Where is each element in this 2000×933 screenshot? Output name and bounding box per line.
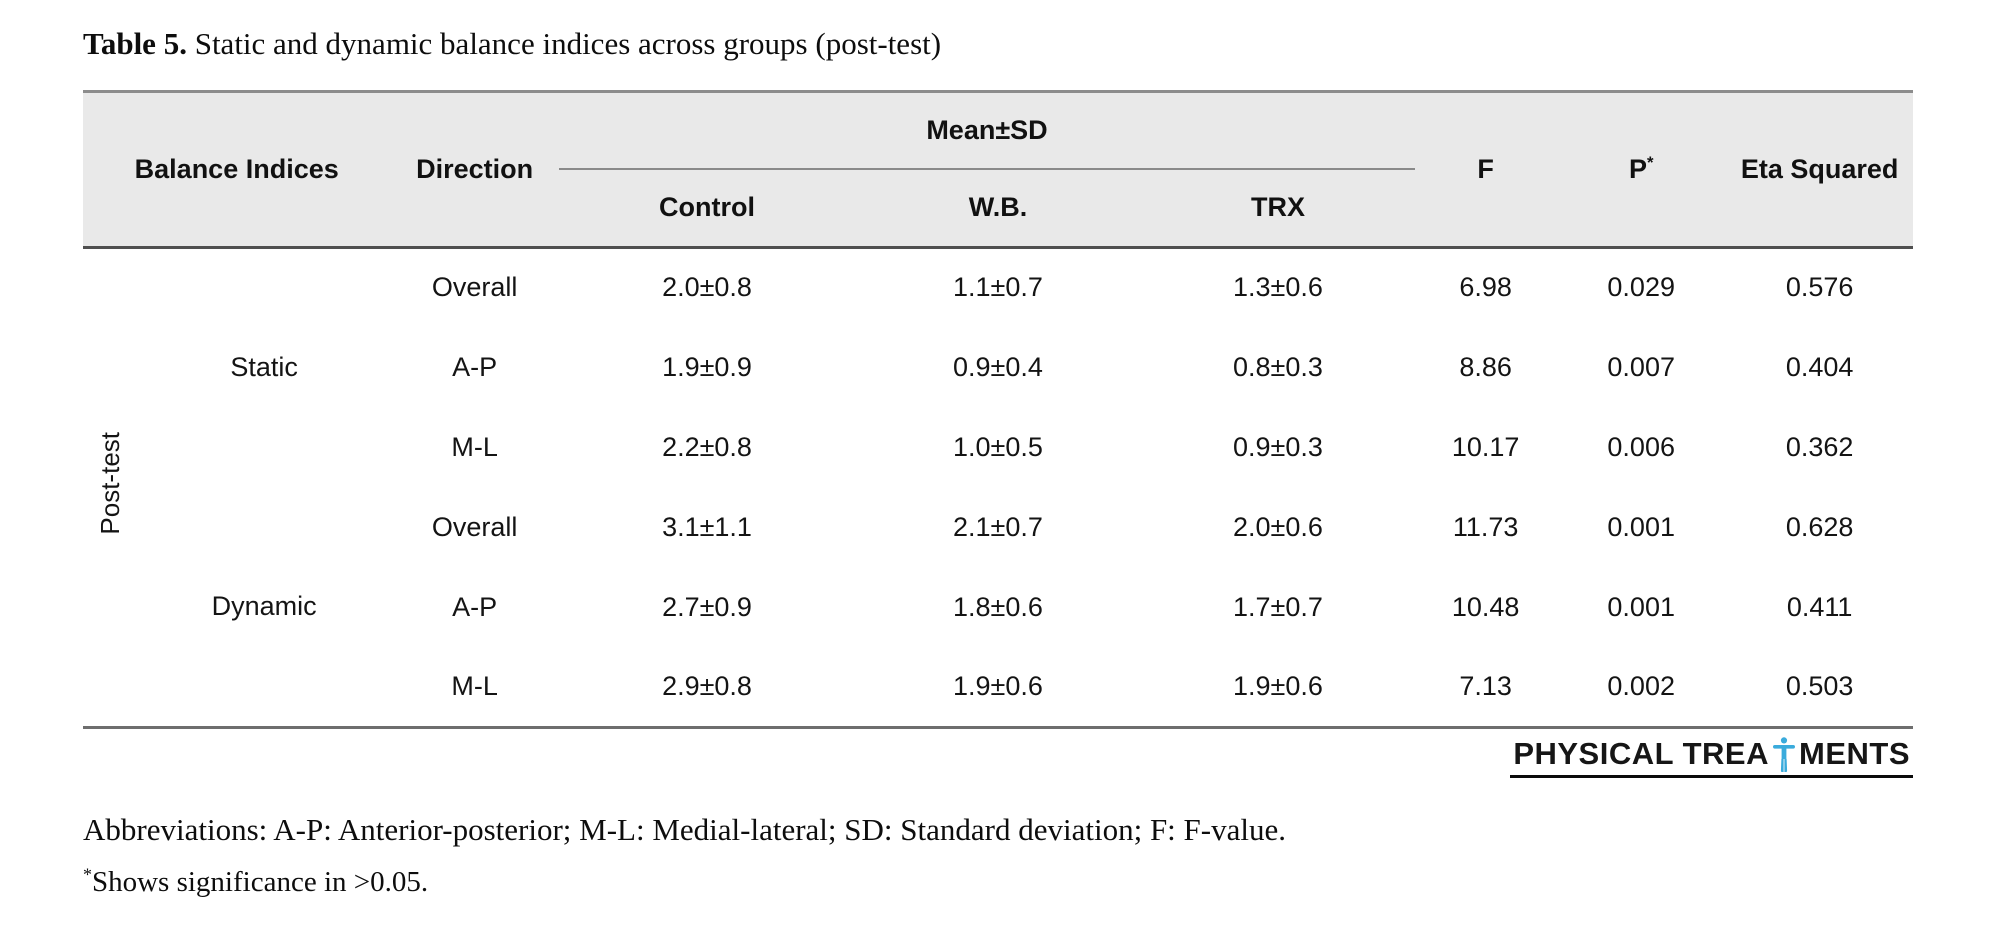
table-row: Dynamic Overall 3.1±1.1 2.1±0.7 2.0±0.6 … — [83, 487, 1913, 621]
cell-f: 11.73 — [1452, 511, 1519, 542]
logo-text-right: MENTS — [1799, 735, 1910, 771]
cell-direction: M-L — [451, 670, 498, 701]
col-header-f: F — [1415, 91, 1557, 249]
cell-eta: 0.362 — [1785, 431, 1854, 462]
significance-asterisk: * — [83, 864, 92, 885]
row-group-post-test: Post-test — [83, 247, 138, 727]
col-header-control: Control — [558, 169, 856, 249]
cell-f: 10.17 — [1451, 431, 1520, 462]
cell-p: 0.007 — [1607, 351, 1675, 382]
cell-direction: A-P — [452, 351, 498, 382]
cell-trx: 1.9±0.6 — [1233, 670, 1323, 701]
cell-wb: 1.9±0.6 — [953, 670, 1043, 701]
cell-control: 2.0±0.8 — [662, 272, 752, 303]
cell-trx: 1.7±0.7 — [1233, 591, 1323, 622]
physical-treatments-logo: PHYSICAL TREA MENTS — [1510, 736, 1913, 778]
col-header-mean-sd: Mean±SD — [558, 91, 1416, 171]
balance-indices-table: Balance Indices Direction Mean±SD F P* E… — [83, 89, 1913, 729]
journal-logo-row: PHYSICAL TREA MENTS — [83, 736, 1913, 778]
table-row: Post-test Static Overall 2.0±0.8 1.1±0.7… — [83, 247, 1913, 535]
cell-trx: 0.8±0.3 — [1233, 351, 1323, 382]
cell-f: 10.48 — [1451, 591, 1520, 622]
cell-wb: 1.8±0.6 — [953, 591, 1043, 622]
p-label: P — [1628, 153, 1647, 184]
cell-wb: 1.0±0.5 — [953, 431, 1043, 462]
table-footnotes: Abbreviations: A-P: Anterior-posterior; … — [83, 810, 2000, 902]
cell-p: 0.002 — [1607, 670, 1675, 701]
cell-eta: 0.628 — [1785, 511, 1854, 542]
table-row: A-P 2.7±0.9 1.8±0.6 1.7±0.7 10.48 0.001 … — [83, 567, 1913, 647]
cell-f: 6.98 — [1459, 272, 1512, 303]
post-test-label: Post-test — [94, 432, 125, 535]
cell-control: 2.7±0.9 — [662, 591, 752, 622]
cell-f: 8.86 — [1459, 351, 1512, 382]
header-row-sub: Control W.B. TRX — [83, 169, 1913, 249]
cell-trx: 0.9±0.3 — [1233, 431, 1323, 462]
cell-trx: 2.0±0.6 — [1233, 511, 1323, 542]
cell-direction: Overall — [431, 272, 518, 303]
cell-direction: A-P — [452, 591, 498, 622]
cell-p: 0.001 — [1607, 511, 1675, 542]
col-header-direction: Direction — [390, 91, 559, 249]
header-row-top: Balance Indices Direction Mean±SD F P* E… — [83, 91, 1913, 249]
cell-control: 3.1±1.1 — [662, 511, 752, 542]
table-number: Table 5. — [83, 26, 187, 61]
col-header-trx: TRX — [1140, 169, 1416, 249]
paper-page: Table 5. Static and dynamic balance indi… — [83, 26, 2000, 902]
cell-direction: M-L — [451, 431, 498, 462]
cell-trx: 1.3±0.6 — [1233, 272, 1323, 303]
cell-direction: Overall — [431, 511, 518, 542]
significance-text: Shows significance in >0.05. — [91, 865, 429, 898]
col-header-wb: W.B. — [855, 169, 1141, 249]
col-header-balance-indices: Balance Indices — [83, 91, 391, 249]
cell-wb: 0.9±0.4 — [953, 351, 1043, 382]
logo-text-left: PHYSICAL TREA — [1513, 735, 1769, 771]
cell-control: 2.9±0.8 — [662, 670, 752, 701]
section-label-static: Static — [230, 352, 298, 383]
cell-p: 0.006 — [1607, 431, 1675, 462]
table-header: Balance Indices Direction Mean±SD F P* E… — [83, 91, 1913, 249]
cell-f: 7.13 — [1459, 670, 1512, 701]
person-icon — [1773, 736, 1795, 772]
cell-wb: 2.1±0.7 — [953, 511, 1043, 542]
col-header-p: P* — [1556, 91, 1727, 249]
section-label-dynamic: Dynamic — [211, 590, 317, 621]
cell-eta: 0.576 — [1785, 272, 1854, 303]
mean-sd-label: Mean±SD — [926, 114, 1048, 145]
p-asterisk: * — [1646, 152, 1654, 172]
cell-p: 0.001 — [1607, 591, 1675, 622]
col-header-eta-squared: Eta Squared — [1726, 91, 1913, 249]
table-title: Table 5. Static and dynamic balance indi… — [83, 26, 2000, 62]
cell-p: 0.029 — [1607, 272, 1675, 303]
table-body: Post-test Static Overall 2.0±0.8 1.1±0.7… — [83, 247, 1913, 727]
cell-control: 1.9±0.9 — [662, 351, 752, 382]
table-row: M-L 2.9±0.8 1.9±0.6 1.9±0.6 7.13 0.002 0… — [83, 647, 1913, 727]
significance-note: *Shows significance in >0.05. — [83, 864, 2000, 902]
cell-eta: 0.411 — [1786, 591, 1853, 622]
abbreviations-note: Abbreviations: A-P: Anterior-posterior; … — [83, 811, 1286, 847]
table-row: M-L 2.2±0.8 1.0±0.5 0.9±0.3 10.17 0.006 … — [83, 407, 1913, 487]
table-row: A-P 1.9±0.9 0.9±0.4 0.8±0.3 8.86 0.007 0… — [83, 327, 1913, 407]
cell-eta: 0.503 — [1785, 670, 1854, 701]
cell-control: 2.2±0.8 — [662, 431, 752, 462]
cell-wb: 1.1±0.7 — [953, 272, 1043, 303]
cell-eta: 0.404 — [1785, 351, 1854, 382]
table-caption: Static and dynamic balance indices acros… — [186, 26, 942, 61]
